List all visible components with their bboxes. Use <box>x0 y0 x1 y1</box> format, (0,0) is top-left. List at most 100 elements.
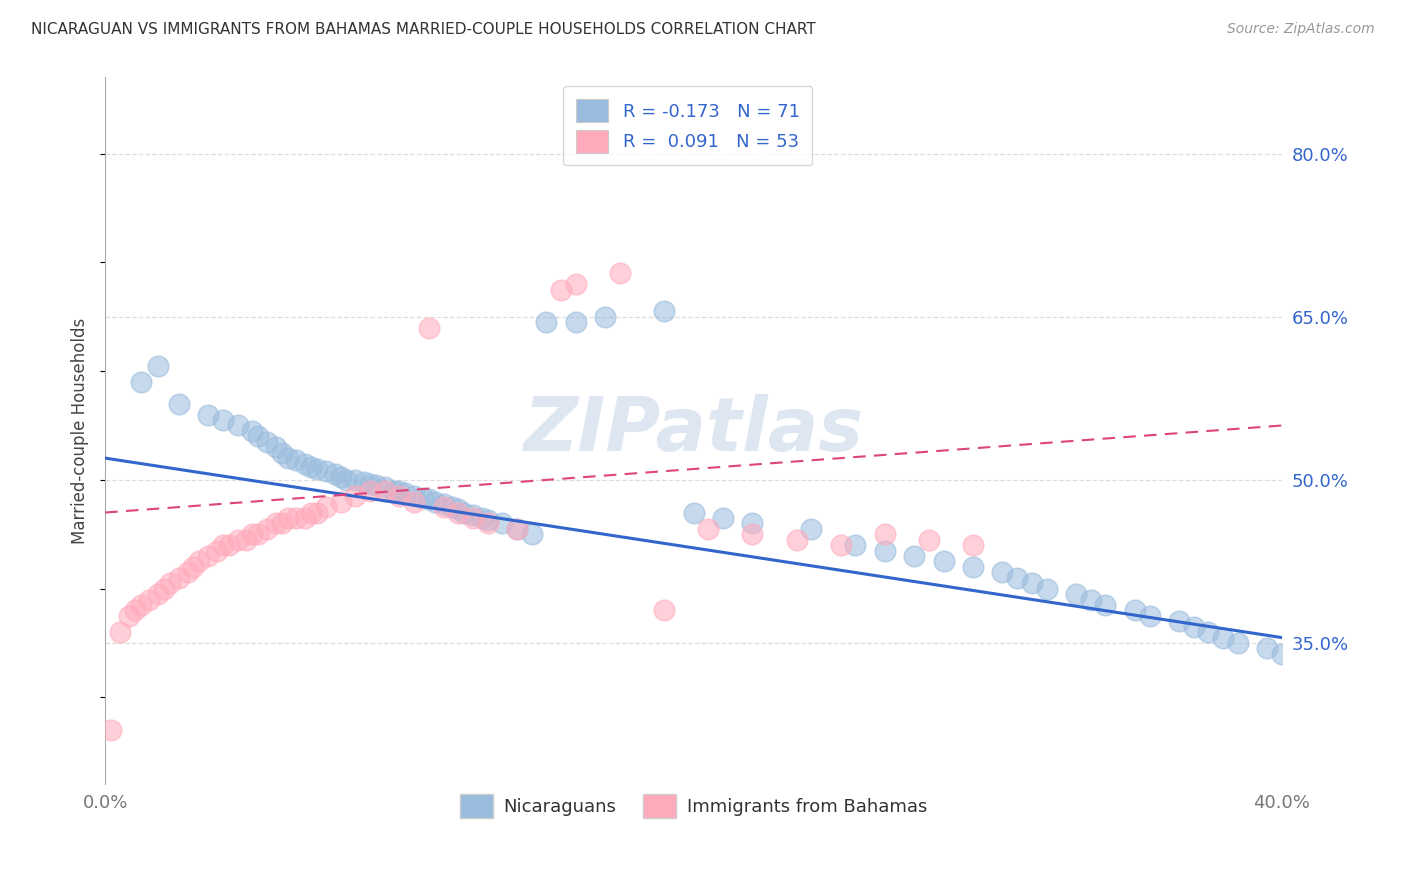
Point <box>374 483 396 498</box>
Point <box>176 566 198 580</box>
Point <box>461 508 484 522</box>
Text: NICARAGUAN VS IMMIGRANTS FROM BAHAMAS MARRIED-COUPLE HOUSEHOLDS CORRELATION CHAR: NICARAGUAN VS IMMIGRANTS FROM BAHAMAS MA… <box>31 22 815 37</box>
Point <box>167 571 190 585</box>
Point <box>226 418 249 433</box>
Point <box>146 359 169 373</box>
Point <box>240 527 263 541</box>
Point <box>1197 625 1219 640</box>
Point <box>506 522 529 536</box>
Text: ZIPatlas: ZIPatlas <box>523 394 863 467</box>
Point <box>256 522 278 536</box>
Point <box>329 494 352 508</box>
Point <box>1080 592 1102 607</box>
Point <box>353 475 375 489</box>
Point <box>218 538 240 552</box>
Point <box>197 408 219 422</box>
Point <box>118 608 141 623</box>
Point <box>285 511 308 525</box>
Point <box>167 397 190 411</box>
Point <box>932 554 955 568</box>
Point <box>270 516 292 531</box>
Point <box>159 576 181 591</box>
Point <box>962 538 984 552</box>
Point <box>153 582 176 596</box>
Point <box>1212 631 1234 645</box>
Point <box>323 467 346 482</box>
Point <box>830 538 852 552</box>
Point <box>264 516 287 531</box>
Point <box>1226 636 1249 650</box>
Point <box>247 429 270 443</box>
Point <box>277 451 299 466</box>
Point <box>315 500 337 514</box>
Point <box>962 560 984 574</box>
Point <box>1168 614 1191 628</box>
Point <box>108 625 131 640</box>
Point <box>264 440 287 454</box>
Point <box>918 533 941 547</box>
Point <box>461 511 484 525</box>
Point <box>1094 598 1116 612</box>
Point <box>382 483 405 498</box>
Point <box>197 549 219 563</box>
Point <box>447 502 470 516</box>
Point <box>1005 571 1028 585</box>
Point <box>335 473 357 487</box>
Legend: Nicaraguans, Immigrants from Bahamas: Nicaraguans, Immigrants from Bahamas <box>453 788 935 825</box>
Point <box>404 489 426 503</box>
Point <box>247 527 270 541</box>
Point <box>146 587 169 601</box>
Point <box>344 473 367 487</box>
Point <box>550 283 572 297</box>
Point <box>285 453 308 467</box>
Point <box>394 486 416 500</box>
Point <box>183 560 205 574</box>
Point <box>205 543 228 558</box>
Point <box>477 516 499 531</box>
Point <box>1035 582 1057 596</box>
Point <box>404 494 426 508</box>
Text: Source: ZipAtlas.com: Source: ZipAtlas.com <box>1227 22 1375 37</box>
Point <box>991 566 1014 580</box>
Point <box>299 459 322 474</box>
Point <box>477 513 499 527</box>
Point <box>299 506 322 520</box>
Point <box>453 506 475 520</box>
Point <box>491 516 513 531</box>
Point <box>294 457 316 471</box>
Point <box>471 511 494 525</box>
Point <box>129 375 152 389</box>
Point <box>388 489 411 503</box>
Point <box>305 462 328 476</box>
Point <box>565 277 588 291</box>
Y-axis label: Married-couple Households: Married-couple Households <box>72 318 89 544</box>
Point <box>565 315 588 329</box>
Point <box>903 549 925 563</box>
Point <box>412 491 434 506</box>
Point <box>652 304 675 318</box>
Point <box>277 511 299 525</box>
Point <box>1064 587 1087 601</box>
Point <box>1139 608 1161 623</box>
Point <box>359 483 381 498</box>
Point <box>100 723 122 737</box>
Point <box>1271 647 1294 661</box>
Point <box>188 554 211 568</box>
Point <box>418 320 440 334</box>
Point <box>1021 576 1043 591</box>
Point <box>800 522 823 536</box>
Point <box>294 511 316 525</box>
Point <box>844 538 866 552</box>
Point <box>536 315 558 329</box>
Point <box>1182 620 1205 634</box>
Point <box>697 522 720 536</box>
Point <box>305 506 328 520</box>
Point <box>741 516 763 531</box>
Point <box>270 445 292 459</box>
Point <box>432 500 454 514</box>
Point <box>711 511 734 525</box>
Point <box>329 469 352 483</box>
Point <box>1123 603 1146 617</box>
Point <box>364 478 387 492</box>
Point <box>235 533 257 547</box>
